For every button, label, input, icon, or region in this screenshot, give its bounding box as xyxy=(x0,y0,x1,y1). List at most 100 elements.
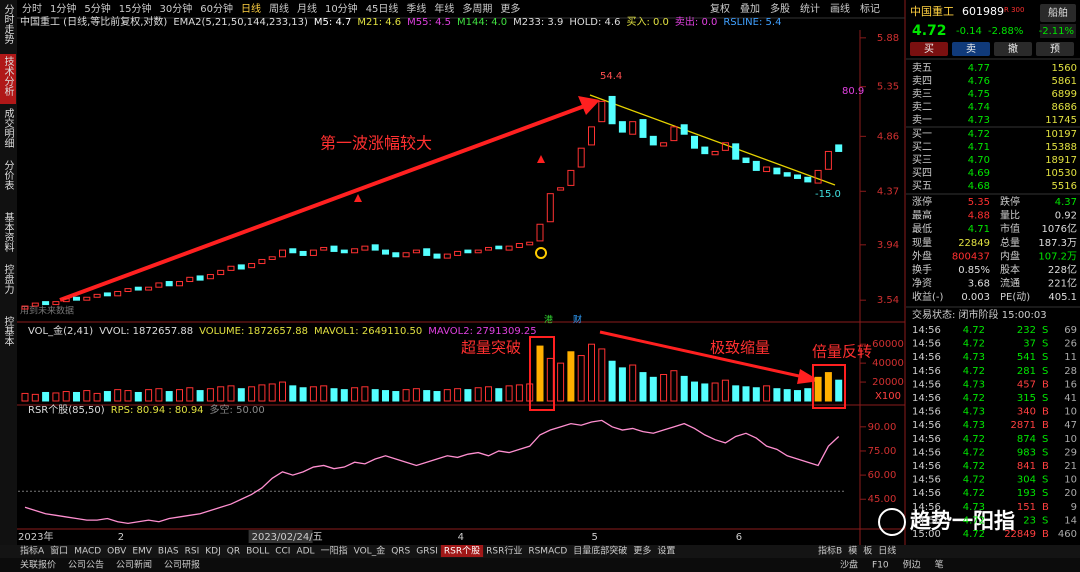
status-link[interactable]: 沙盘 xyxy=(840,559,858,571)
indicator-tab[interactable]: 板 xyxy=(863,545,872,557)
indicator-tab[interactable]: RSMACD xyxy=(528,547,567,557)
stat-label: 最高 xyxy=(912,209,932,222)
sidebar-tab[interactable]: 控盘力 xyxy=(2,263,14,295)
period-tab[interactable]: 10分钟 xyxy=(325,2,358,15)
tool-button[interactable]: 叠加 xyxy=(740,3,760,15)
trade-button[interactable] xyxy=(1036,42,1074,56)
indicator-tab[interactable]: 指标B xyxy=(818,545,842,557)
candle xyxy=(485,246,492,251)
status-link[interactable]: F10 xyxy=(872,561,889,571)
indicator-tab[interactable]: 目量底部突破 xyxy=(573,545,627,557)
indicator-tab[interactable]: BIAS xyxy=(158,547,179,557)
indicator-tab[interactable]: RSR行业 xyxy=(486,545,522,557)
annotation: 倍量反转 xyxy=(812,343,872,361)
volume-bar xyxy=(258,384,266,402)
period-tab[interactable]: 多周期 xyxy=(462,2,492,15)
indicator-tab[interactable]: QR xyxy=(227,547,240,557)
indicator-tab[interactable]: RSR个股 xyxy=(444,546,480,557)
y-tick-label: 75.00 xyxy=(868,446,897,457)
indicator-tab[interactable]: 窗口 xyxy=(50,545,68,557)
y-tick-label: 90.00 xyxy=(868,422,897,433)
indicator-tab[interactable]: KDJ xyxy=(205,547,221,557)
sidebar-tab[interactable]: 控基本 xyxy=(2,315,14,347)
volume-bar xyxy=(433,391,441,402)
trade-button[interactable] xyxy=(994,42,1032,56)
indicator-tab[interactable]: OBV xyxy=(107,547,127,557)
period-tab[interactable]: 分时 xyxy=(22,3,42,15)
sector-button[interactable] xyxy=(1040,4,1076,22)
book-label: 买一 xyxy=(912,128,932,140)
candle xyxy=(588,126,595,146)
tick-price: 4.72 xyxy=(963,529,985,540)
candle xyxy=(557,187,565,191)
candle xyxy=(134,286,142,291)
indicator-tab[interactable]: RSI xyxy=(185,547,200,557)
trade-button[interactable] xyxy=(910,42,948,56)
indicator-tab[interactable]: 模 xyxy=(848,546,857,557)
period-tab[interactable]: 30分钟 xyxy=(159,2,192,15)
indicator-tab[interactable]: EMV xyxy=(132,547,152,557)
period-tab[interactable]: 月线 xyxy=(297,2,317,15)
status-link[interactable]: 例边 xyxy=(903,559,921,571)
tool-button[interactable]: 画线 xyxy=(830,2,850,15)
stat-value: 4.71 xyxy=(968,224,990,235)
book-label: 卖一 xyxy=(912,114,932,126)
stat-value: 221亿 xyxy=(1048,277,1077,290)
candle xyxy=(804,176,812,183)
tool-button[interactable]: 复权 xyxy=(710,2,730,15)
y-tick-label: 60000 xyxy=(872,339,904,350)
period-tab[interactable]: 5分钟 xyxy=(84,2,110,15)
tick-side: S xyxy=(1042,434,1048,445)
tool-button[interactable]: 统计 xyxy=(800,2,820,15)
candle xyxy=(42,301,50,306)
sidebar-tab[interactable]: 分时走势 xyxy=(2,4,14,45)
status-link[interactable]: 笔 xyxy=(935,559,944,571)
volume-bar xyxy=(309,386,317,402)
period-tab[interactable]: 15分钟 xyxy=(119,2,152,15)
indicator-tab[interactable]: CCI xyxy=(275,547,290,557)
period-tab[interactable]: 1分钟 xyxy=(50,2,76,15)
indicator-tab[interactable]: 一阳指 xyxy=(321,545,348,557)
volume-bar xyxy=(443,389,451,402)
indicator-tab[interactable]: 指标A xyxy=(20,545,45,557)
candle xyxy=(155,282,163,288)
sidebar-tab[interactable]: 成交明细 xyxy=(2,108,14,148)
period-tab[interactable]: 年线 xyxy=(434,2,454,15)
tool-button[interactable]: 标记 xyxy=(860,3,880,15)
volume-bar xyxy=(299,387,307,402)
stat-value: 187.3万 xyxy=(1038,238,1077,249)
price-change: -0.14 xyxy=(956,26,982,37)
status-link[interactable]: 公司新闻 xyxy=(116,559,152,571)
status-link[interactable]: 公司公告 xyxy=(68,559,104,571)
sidebar-tab[interactable]: 分价表 xyxy=(2,160,14,191)
indicator-tab[interactable]: 更多 xyxy=(633,545,651,557)
indicator-tab[interactable]: 设置 xyxy=(657,546,675,557)
period-tab[interactable]: 日线 xyxy=(241,2,261,15)
indicator-tab[interactable]: GRSI xyxy=(416,547,438,557)
tool-button[interactable]: 多股 xyxy=(770,2,790,15)
trade-button[interactable] xyxy=(952,42,990,56)
book-volume: 6899 xyxy=(1052,89,1077,100)
indicator-tab[interactable]: MACD xyxy=(74,547,101,557)
indicator-tab[interactable]: BOLL xyxy=(246,547,269,557)
tick-price: 4.72 xyxy=(963,515,985,526)
indicator-tab[interactable]: QRS xyxy=(391,547,410,557)
indicator-info: RSLINE: 5.4 xyxy=(723,17,781,28)
indicator-tab[interactable]: VOL_金 xyxy=(354,545,386,557)
tick-price: 4.73 xyxy=(963,352,985,363)
status-link[interactable]: 关联报价 xyxy=(20,559,56,571)
sidebar-tab[interactable]: 基本资料 xyxy=(2,211,14,253)
indicator-tab[interactable]: 日线 xyxy=(878,545,896,557)
indicator-tab[interactable]: ADL xyxy=(296,547,314,557)
period-tab[interactable]: 45日线 xyxy=(366,2,399,15)
period-tab[interactable]: 60分钟 xyxy=(200,2,233,15)
status-link[interactable]: 公司研报 xyxy=(164,559,200,571)
book-price: 4.69 xyxy=(968,168,990,179)
marker xyxy=(354,194,362,202)
period-tab[interactable]: 周线 xyxy=(269,2,289,15)
tick-volume: 983 xyxy=(1017,447,1036,458)
sidebar-tab[interactable]: 技术分析 xyxy=(2,55,14,97)
y-tick-label: 3.54 xyxy=(877,295,899,306)
period-tab[interactable]: 季线 xyxy=(406,2,426,15)
period-tab[interactable]: 更多 xyxy=(500,2,520,15)
